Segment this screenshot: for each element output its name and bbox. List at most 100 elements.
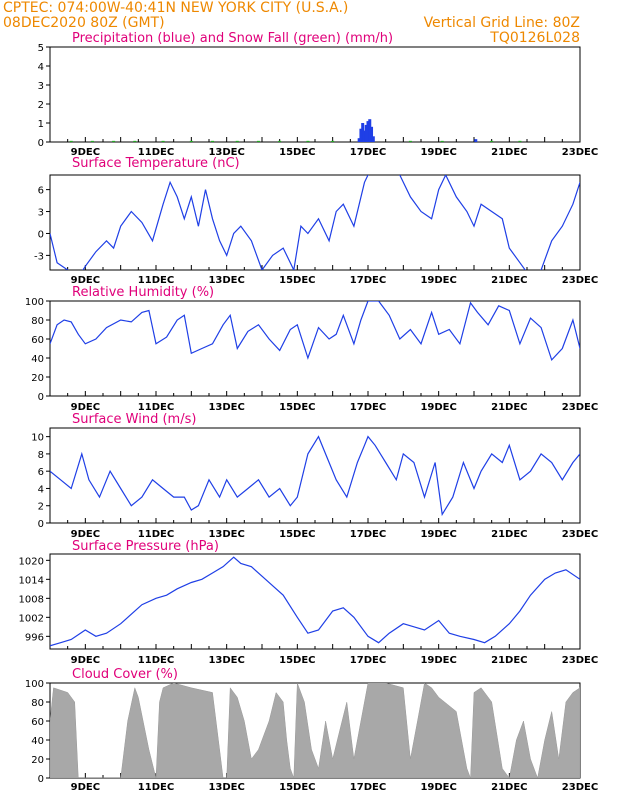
- x-tick-label: 11DEC: [138, 275, 174, 286]
- panel-pressure: Surface Pressure (hPa) 996 1002 1008 1014 102…: [19, 539, 599, 666]
- x-tick-label: 15DEC: [279, 147, 315, 158]
- x-tick-label: 17DEC: [350, 275, 386, 286]
- y-tick-label: 40: [31, 736, 44, 747]
- x-tick-label: 13DEC: [208, 275, 244, 286]
- plot-area-precip: [69, 119, 522, 142]
- bar-snow-fall: [256, 140, 260, 142]
- y-tick-label: 0: [38, 138, 44, 149]
- bar-snow-fall: [69, 140, 73, 142]
- y-tick-label: 0: [38, 392, 44, 403]
- x-tick-label: 11DEC: [138, 402, 174, 413]
- y-tick-label: 5: [38, 43, 44, 54]
- y-tick-label: 2: [38, 502, 44, 513]
- x-tick-label: 21DEC: [491, 147, 527, 158]
- y-tick-label: 0: [38, 519, 44, 530]
- bar-snow-fall: [90, 140, 94, 142]
- x-tick-label: 9DEC: [71, 147, 100, 158]
- x-tick-label: 21DEC: [491, 275, 527, 286]
- y-tick-label: 80: [31, 698, 44, 709]
- y-tick-label: 0: [38, 229, 44, 240]
- bar-precipitation: [357, 138, 361, 142]
- bar-precipitation: [361, 123, 365, 142]
- y-tick-label: 20: [31, 755, 44, 766]
- plot-area-cloud: [50, 683, 580, 778]
- x-tick-label: 9DEC: [71, 275, 100, 286]
- y-tick-label: 60: [31, 335, 44, 346]
- bar-precipitation: [474, 139, 478, 142]
- x-tick-label: 19DEC: [420, 275, 456, 286]
- x-tick-label: 19DEC: [420, 655, 456, 666]
- series-line-pressure: [50, 556, 580, 647]
- panel-title: Surface Temperature (nC): [72, 156, 240, 171]
- panel-title: Cloud Cover (%): [72, 667, 178, 682]
- bar-precipitation: [364, 124, 368, 142]
- x-tick-label: 9DEC: [71, 782, 100, 793]
- header-grid-line: Vertical Grid Line: 80Z: [424, 15, 580, 31]
- x-tick-label: 13DEC: [208, 529, 244, 540]
- y-tick-label: -3: [34, 251, 44, 262]
- panel-frame: [49, 300, 581, 397]
- x-tick-label: 19DEC: [420, 782, 456, 793]
- x-tick-label: 15DEC: [279, 275, 315, 286]
- header-date: 08DEC2020 80Z (GMT): [3, 15, 165, 31]
- x-tick-label: 21DEC: [491, 782, 527, 793]
- x-tick-label: 15DEC: [279, 655, 315, 666]
- x-tick-label: 21DEC: [491, 402, 527, 413]
- panel-temp: Surface Temperature (nC) -3 0 3 6 9DEC 11DEC 13…: [34, 156, 598, 286]
- y-tick-label: 60: [31, 717, 44, 728]
- y-tick-label: 8: [38, 450, 44, 461]
- y-tick-label: 2: [38, 100, 44, 111]
- x-tick-label: 11DEC: [138, 655, 174, 666]
- x-tick-label: 17DEC: [350, 402, 386, 413]
- y-tick-label: 3: [38, 208, 44, 219]
- y-tick-label: 100: [25, 297, 44, 308]
- x-tick-label: 15DEC: [279, 782, 315, 793]
- x-tick-label: 23DEC: [562, 147, 598, 158]
- panel-cloud: Cloud Cover (%) 0 20 40 60 80 100 9DEC 11DEC 13DE…: [25, 667, 598, 793]
- x-tick-label: 19DEC: [420, 402, 456, 413]
- bar-precipitation: [370, 126, 374, 142]
- x-tick-label: 21DEC: [491, 529, 527, 540]
- x-tick-label: 23DEC: [562, 402, 598, 413]
- panel-precip: Precipitation (blue) and Snow Fall (gree…: [38, 31, 599, 158]
- bar-snow-fall: [235, 140, 239, 142]
- bar-snow-fall: [331, 140, 335, 142]
- x-tick-label: 19DEC: [420, 147, 456, 158]
- y-tick-label: 0: [38, 774, 44, 785]
- x-tick-label: 23DEC: [562, 655, 598, 666]
- header-location: CPTEC: 074:00W-40:41N NEW YORK CITY (U.S…: [3, 0, 348, 16]
- plot-area-wind: [50, 435, 580, 517]
- y-tick-label: 1008: [19, 594, 44, 605]
- bar-snow-fall: [189, 140, 193, 142]
- x-tick-label: 9DEC: [71, 402, 100, 413]
- series-line-wind: [50, 435, 580, 517]
- bar-snow-fall: [440, 140, 444, 142]
- y-tick-label: 1002: [19, 613, 44, 624]
- series-line-rh: [50, 301, 580, 362]
- x-tick-label: 23DEC: [562, 529, 598, 540]
- bar-precipitation: [359, 128, 363, 142]
- panel-title: Surface Pressure (hPa): [72, 539, 219, 554]
- y-tick-label: 80: [31, 316, 44, 327]
- bar-snow-fall: [518, 140, 522, 142]
- y-tick-label: 6: [38, 467, 44, 478]
- bar-precipitation: [371, 136, 375, 142]
- y-tick-label: 4: [38, 484, 44, 495]
- panel-title: Relative Humidity (%): [72, 285, 214, 300]
- y-tick-label: 20: [31, 373, 44, 384]
- x-tick-label: 15DEC: [279, 529, 315, 540]
- y-tick-label: 996: [25, 632, 44, 643]
- x-tick-label: 21DEC: [491, 655, 527, 666]
- x-tick-label: 13DEC: [208, 655, 244, 666]
- bar-snow-fall: [306, 140, 310, 142]
- bar-snow-fall: [278, 140, 282, 142]
- y-tick-label: 100: [25, 679, 44, 690]
- y-tick-label: 4: [38, 62, 44, 73]
- x-tick-label: 13DEC: [208, 782, 244, 793]
- plot-area-temp: [50, 175, 580, 270]
- x-tick-label: 23DEC: [562, 782, 598, 793]
- bar-snow-fall: [161, 140, 165, 142]
- plot-area-pressure: [50, 556, 580, 647]
- header-model-code: TQ0126L028: [489, 30, 580, 46]
